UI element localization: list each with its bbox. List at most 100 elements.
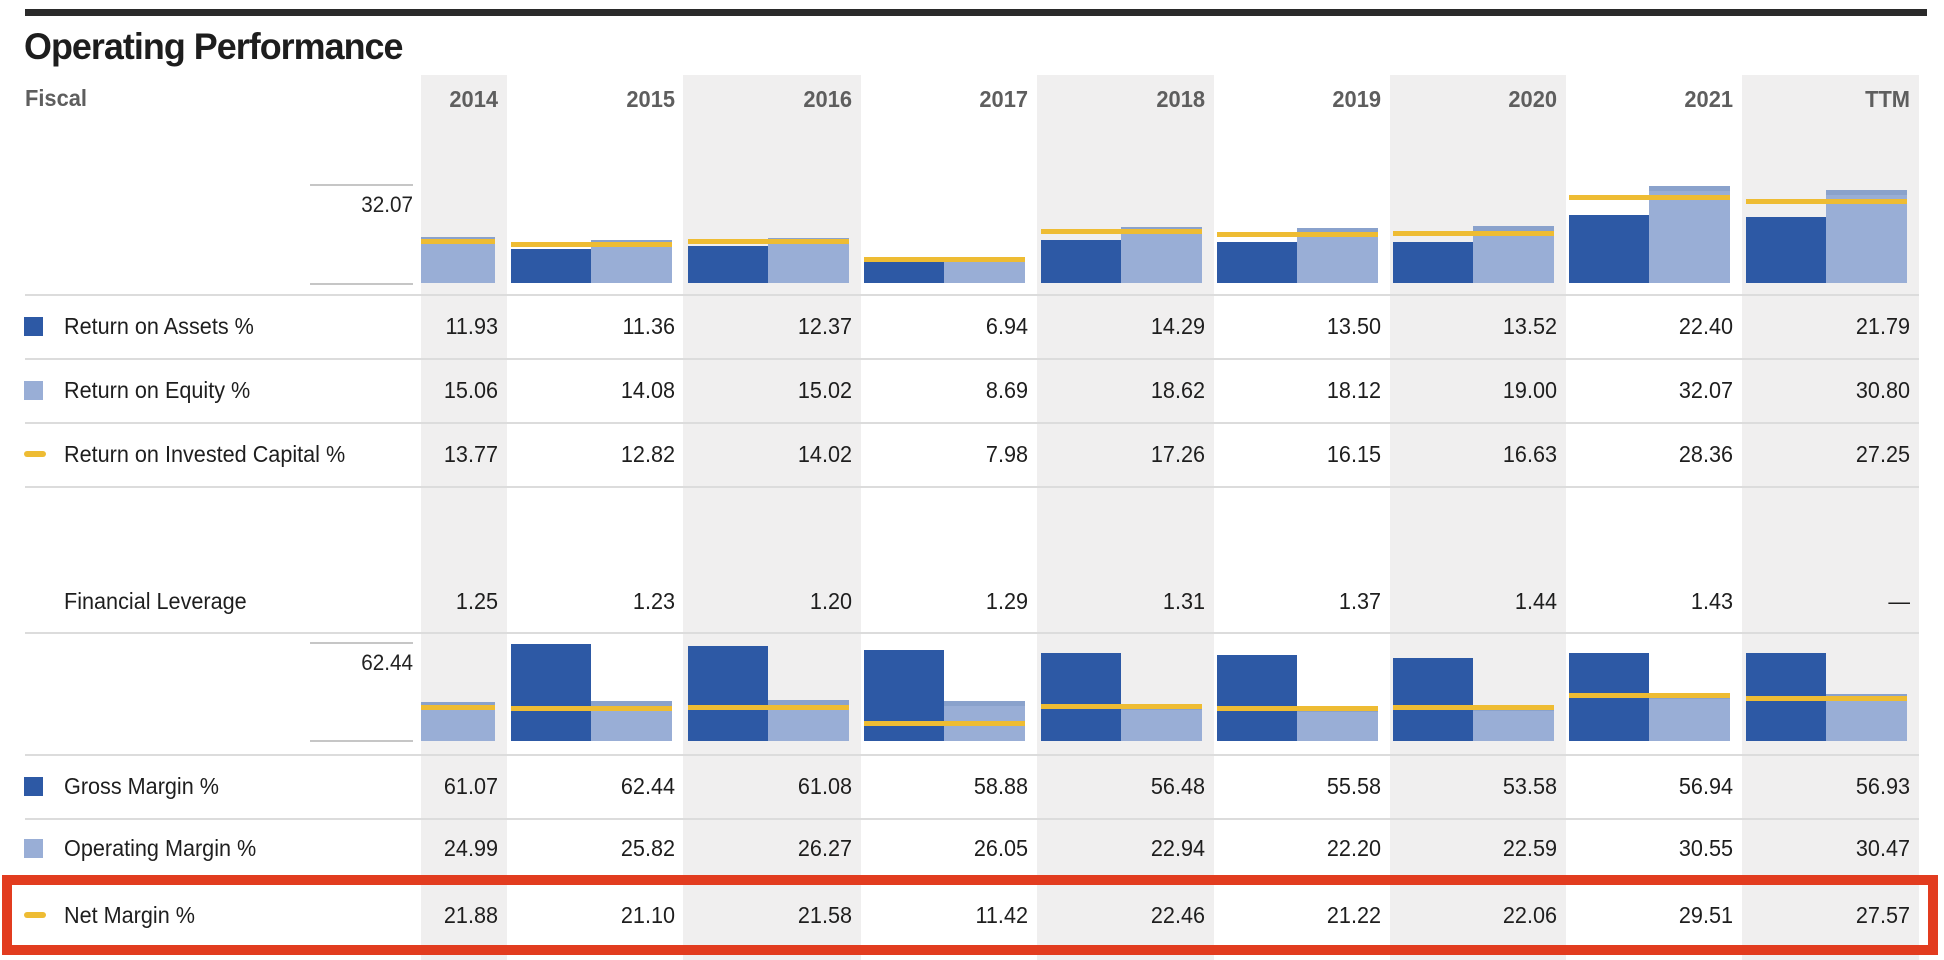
bar-return-on-assets-2017: [864, 262, 944, 283]
cell-return-on-invested-capital-2020: 16.63: [1502, 441, 1557, 467]
bar-return-on-assets-2018: [1041, 239, 1121, 283]
year-header-2020: 2020: [1508, 86, 1557, 112]
line-net-margin-2019: [1217, 706, 1378, 712]
row-border: [25, 632, 1919, 634]
row-border: [25, 754, 1919, 756]
legend-light-square-icon: [24, 381, 43, 400]
cell-net-margin-2016: 21.58: [797, 902, 852, 928]
bar-gross-margin-2019: [1217, 654, 1297, 741]
cell-gross-margin-2019: 55.58: [1326, 773, 1381, 799]
cell-return-on-equity-2016: 15.02: [797, 377, 852, 403]
cell-operating-margin-2020: 22.59: [1502, 834, 1557, 861]
line-net-margin-2016: [688, 705, 849, 711]
cell-financial-leverage-2018: 1.31: [1162, 588, 1205, 614]
cell-operating-margin-2019: 22.20: [1326, 834, 1381, 861]
row-label-gross-margin: Gross Margin %: [64, 773, 219, 799]
cell-net-margin-2014: 21.88: [443, 902, 498, 928]
cell-return-on-invested-capital-2018: 17.26: [1150, 441, 1205, 467]
cell-return-on-invested-capital-2019: 16.15: [1326, 441, 1381, 467]
cell-return-on-equity-2019: 18.12: [1326, 377, 1381, 403]
bar-return-on-assets-2015: [511, 248, 591, 283]
bar-return-on-assets-2016: [688, 245, 768, 283]
chart2-axis-label: 62.44: [361, 650, 413, 675]
cell-return-on-equity-2015: 14.08: [620, 377, 675, 403]
table-row-return-on-invested-capital: Return on Invested Capital % 13.77 12.82 14…: [0, 422, 1944, 486]
cell-financial-leverage-2017: 1.29: [985, 588, 1028, 614]
year-header-2015: 2015: [626, 86, 675, 112]
cell-return-on-invested-capital-2017: 7.98: [985, 441, 1028, 467]
fiscal-header-label: Fiscal: [25, 85, 87, 111]
cell-gross-margin-2015: 62.44: [620, 773, 675, 799]
cell-operating-margin-2015: 25.82: [620, 834, 675, 861]
cell-return-on-invested-capital-2014: 13.77: [443, 441, 498, 467]
cell-return-on-assets-2016: 12.37: [797, 313, 852, 339]
line-return-on-invested-capital-TTM: [1746, 198, 1907, 204]
top-rule: [25, 9, 1927, 16]
cell-net-margin-TTM: 27.57: [1855, 902, 1910, 928]
bar-gross-margin-2020: [1393, 657, 1473, 741]
year-header-2019: 2019: [1332, 86, 1381, 112]
cell-operating-margin-2014: 24.99: [443, 834, 498, 861]
legend-light-square-icon: [24, 838, 43, 858]
column-stripe: [683, 75, 861, 960]
cell-operating-margin-2017: 26.05: [973, 834, 1028, 861]
bar-return-on-equity-TTM: [1826, 189, 1907, 283]
year-header-2018: 2018: [1156, 86, 1205, 112]
row-border: [25, 486, 1919, 488]
line-net-margin-2014: [421, 705, 495, 710]
legend-dark-square-icon: [24, 777, 43, 796]
chart1-axis-label: 32.07: [361, 192, 413, 217]
cell-gross-margin-2018: 56.48: [1150, 773, 1205, 799]
line-return-on-invested-capital-2016: [688, 238, 849, 244]
table-row-financial-leverage: Financial Leverage 1.25 1.23 1.20 1.29 1.31 1.…: [0, 569, 1944, 633]
cell-return-on-assets-2018: 14.29: [1150, 313, 1205, 339]
row-label-net-margin: Net Margin %: [64, 902, 195, 928]
cell-gross-margin-2020: 53.58: [1502, 773, 1557, 799]
bar-gross-margin-2015: [511, 644, 591, 741]
bar-return-on-equity-2019: [1297, 228, 1378, 283]
bar-gross-margin-2018: [1041, 653, 1121, 741]
cell-return-on-assets-2021: 22.40: [1678, 313, 1733, 339]
line-net-margin-2015: [511, 706, 672, 712]
row-border: [25, 818, 1919, 820]
margins-chart: [421, 0, 1923, 960]
cell-financial-leverage-2020: 1.44: [1514, 588, 1557, 614]
cell-return-on-equity-2018: 18.62: [1150, 377, 1205, 403]
row-label-return-on-equity: Return on Equity %: [64, 377, 251, 403]
returns-chart: [421, 0, 1923, 960]
cell-net-margin-2019: 21.22: [1326, 902, 1381, 928]
cell-return-on-equity-2014: 15.06: [443, 377, 498, 403]
row-border: [25, 422, 1919, 424]
cell-financial-leverage-2016: 1.20: [809, 588, 852, 614]
cell-gross-margin-2017: 58.88: [973, 773, 1028, 799]
chart2-top-tick: [310, 642, 413, 644]
year-header-TTM: TTM: [1865, 86, 1910, 112]
cell-return-on-invested-capital-2015: 12.82: [620, 441, 675, 467]
year-header-2017: 2017: [979, 86, 1028, 112]
cell-financial-leverage-TTM: —: [1888, 588, 1910, 614]
cell-return-on-invested-capital-2021: 28.36: [1678, 441, 1733, 467]
bar-return-on-assets-2021: [1569, 215, 1649, 283]
year-header-2014: 2014: [449, 86, 498, 112]
year-header-2016: 2016: [803, 86, 852, 112]
cell-gross-margin-2016: 61.08: [797, 773, 852, 799]
line-net-margin-2018: [1041, 704, 1202, 710]
line-return-on-invested-capital-2018: [1041, 228, 1202, 234]
cell-return-on-assets-2020: 13.52: [1502, 313, 1557, 339]
cell-return-on-invested-capital-TTM: 27.25: [1855, 441, 1910, 467]
line-net-margin-2021: [1569, 693, 1730, 699]
table-row-operating-margin: Operating Margin % 24.99 25.82 26.27 26.05 22…: [0, 818, 1944, 877]
legend-yellow-dash-icon: [24, 451, 46, 457]
line-return-on-invested-capital-2015: [511, 242, 672, 248]
cell-return-on-assets-2017: 6.94: [985, 313, 1028, 339]
cell-return-on-equity-2017: 8.69: [985, 377, 1028, 403]
bar-operating-margin-2019: [1297, 706, 1378, 741]
cell-net-margin-2017: 11.42: [975, 902, 1028, 928]
column-stripe: [1390, 75, 1566, 960]
line-return-on-invested-capital-2019: [1217, 232, 1378, 238]
cell-return-on-assets-TTM: 21.79: [1855, 313, 1910, 339]
cell-return-on-assets-2014: 11.93: [445, 313, 498, 339]
column-stripe: [1037, 75, 1214, 960]
cell-gross-margin-2014: 61.07: [443, 773, 498, 799]
page-title: Operating Performance: [24, 26, 403, 67]
